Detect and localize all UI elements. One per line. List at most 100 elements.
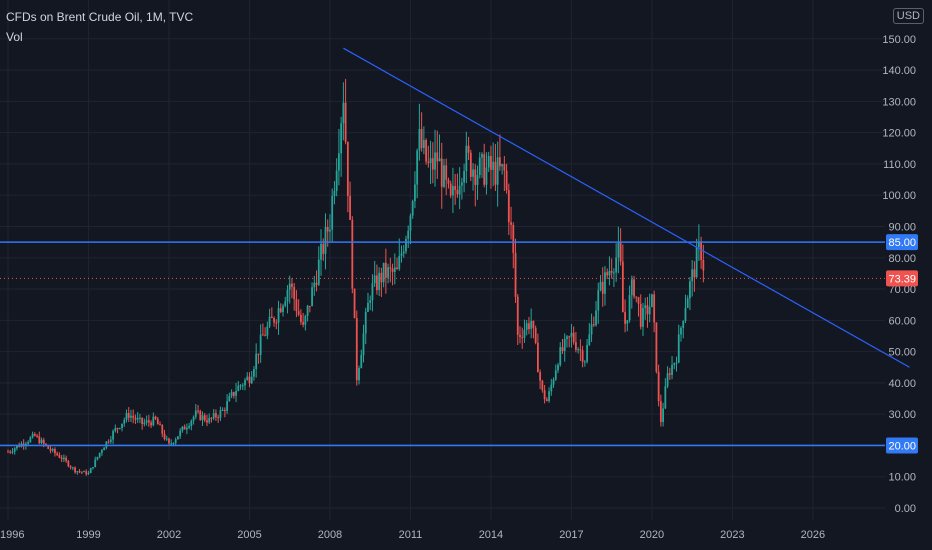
- candle: [400, 245, 403, 263]
- candle: [156, 416, 159, 425]
- candle: [76, 470, 79, 475]
- candle: [219, 406, 222, 422]
- candle-body: [443, 165, 445, 187]
- candle-body: [326, 226, 329, 232]
- candle-body: [342, 102, 345, 124]
- candle: [96, 456, 99, 461]
- candle: [628, 285, 631, 323]
- candle: [154, 415, 157, 421]
- candle-body: [501, 164, 504, 167]
- candle: [668, 367, 671, 380]
- candle-body: [695, 247, 698, 278]
- candle-body: [282, 305, 284, 313]
- candle-body: [94, 459, 97, 468]
- trendline[interactable]: [343, 47, 910, 368]
- candle: [541, 379, 544, 393]
- candle: [210, 417, 213, 423]
- candle: [123, 417, 126, 427]
- candle-body: [150, 422, 152, 426]
- candle: [69, 465, 72, 470]
- candle-body: [454, 186, 457, 190]
- horizontal-lines[interactable]: [0, 241, 885, 447]
- candle: [7, 449, 9, 453]
- candle-body: [143, 422, 146, 425]
- grid-lines: [0, 0, 885, 520]
- candle: [671, 356, 673, 380]
- candle: [338, 128, 340, 186]
- current-price-tag[interactable]: 73.39: [886, 270, 918, 287]
- candle-body: [54, 449, 56, 454]
- candle: [548, 387, 550, 403]
- y-tick-label: 150.00: [882, 34, 916, 46]
- candle: [367, 292, 369, 313]
- y-tick-label: 10.00: [888, 472, 916, 484]
- candle: [608, 256, 611, 286]
- candle-body: [697, 241, 700, 248]
- price-axis[interactable]: 0.00 10.00 20.00 30.00 40.00 50.00 60.00 70.00 8…: [882, 34, 918, 515]
- candle-body: [208, 417, 211, 423]
- candle: [13, 447, 16, 455]
- price-tag[interactable]: 20.00: [886, 437, 918, 454]
- trendline-group[interactable]: [343, 47, 910, 368]
- candle: [177, 436, 179, 440]
- candle-body: [610, 271, 613, 273]
- candle-body: [51, 449, 54, 451]
- candle-body: [33, 433, 36, 436]
- candle-body: [700, 241, 703, 260]
- candle-body: [76, 471, 79, 473]
- time-axis[interactable]: 1996 1999 2002 2005 2008 2011 2014 2017 2020 2023…: [0, 529, 825, 541]
- candle-body: [648, 306, 651, 315]
- chart-title: CFDs on Brent Crude Oil, 1M, TVC: [6, 10, 194, 24]
- candle: [362, 324, 365, 363]
- y-tick-label: 70.00: [888, 284, 916, 296]
- candle-body: [485, 167, 488, 185]
- candle-body: [297, 311, 300, 315]
- candle: [364, 307, 367, 345]
- candle-body: [286, 289, 289, 302]
- candle: [208, 413, 211, 425]
- candle: [454, 173, 457, 205]
- candle-body: [275, 322, 278, 324]
- candle-body: [557, 364, 559, 371]
- volume-indicator-label[interactable]: Vol: [6, 30, 23, 44]
- candle-body: [559, 347, 562, 365]
- candle-body: [201, 415, 204, 421]
- x-tick-label: 2017: [559, 529, 583, 541]
- candle-body: [380, 272, 383, 283]
- candle-body: [60, 457, 63, 460]
- candle-body: [545, 399, 548, 401]
- candle: [677, 324, 680, 364]
- candle-body: [566, 336, 568, 340]
- candle: [481, 152, 483, 178]
- candle-body: [248, 376, 251, 384]
- candle: [416, 148, 419, 199]
- candle-body: [581, 350, 584, 362]
- candle: [36, 433, 38, 438]
- candle-body: [27, 442, 30, 444]
- candle: [331, 188, 334, 243]
- x-tick-label: 1996: [0, 529, 24, 541]
- candle: [340, 116, 343, 177]
- candle-body: [633, 279, 635, 297]
- candle: [639, 294, 642, 330]
- candle-body: [9, 451, 12, 453]
- candle-body: [434, 152, 436, 170]
- candle-body: [324, 226, 327, 254]
- candle-body: [431, 158, 434, 170]
- candle-body: [642, 308, 644, 327]
- candle-body: [680, 327, 682, 335]
- candle-body: [684, 307, 687, 322]
- candle: [22, 439, 25, 450]
- candle: [463, 163, 466, 193]
- candle: [474, 164, 477, 207]
- price-tag[interactable]: 85.00: [886, 234, 918, 251]
- candle-body: [147, 420, 150, 423]
- candle: [38, 431, 41, 445]
- candle: [31, 431, 34, 439]
- candle: [396, 257, 398, 270]
- candle-body: [190, 420, 193, 427]
- candle: [384, 248, 387, 294]
- candle: [512, 222, 515, 269]
- currency-button[interactable]: USD: [892, 8, 924, 24]
